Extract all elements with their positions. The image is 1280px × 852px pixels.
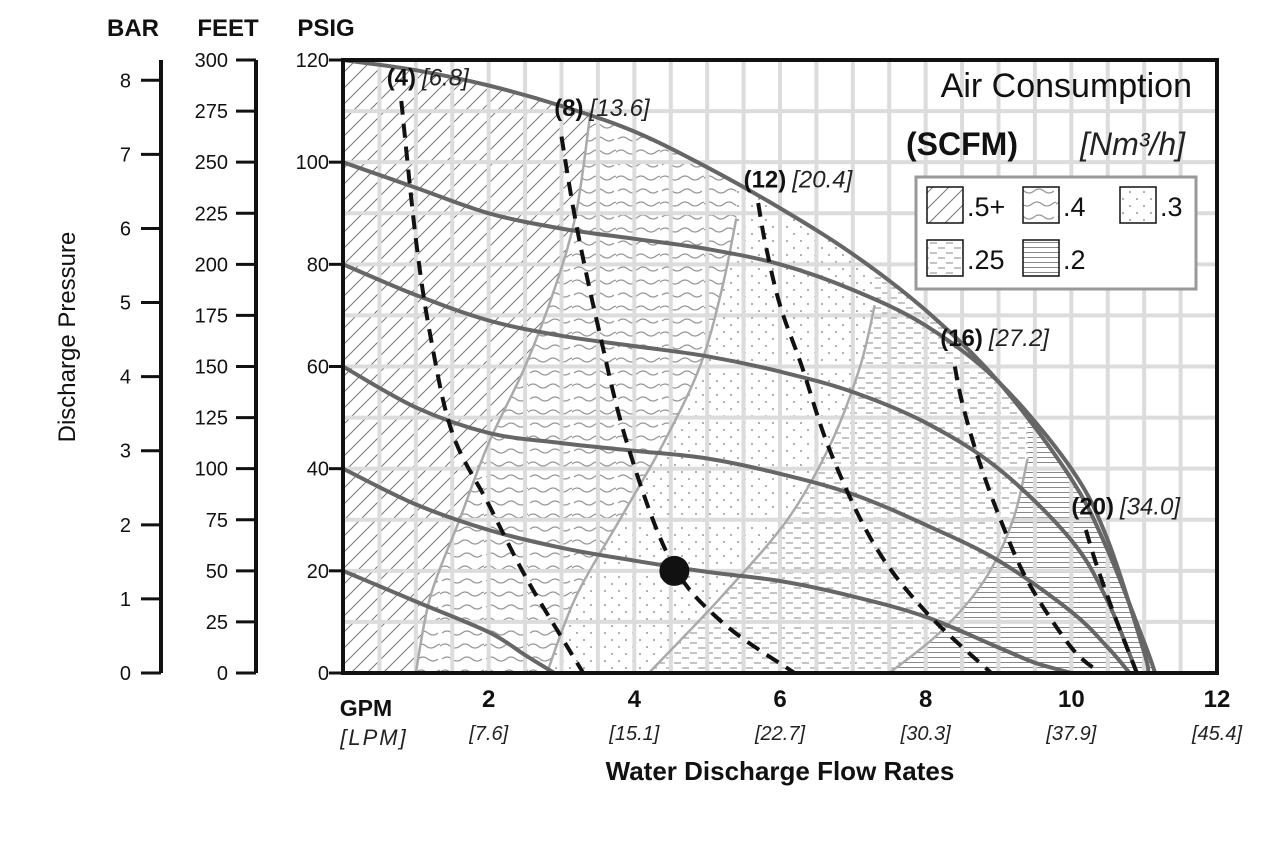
air-consumption-curves — [399, 100, 1139, 673]
pressure-curve-80 — [343, 262, 1139, 673]
bar-tick-label: 3 — [120, 441, 131, 463]
legend-swatch-.5+ — [926, 186, 964, 224]
pressure-curves — [343, 60, 1157, 673]
psig-tick-label: 0 — [318, 663, 329, 685]
feet-tick-label: 175 — [195, 305, 228, 327]
air-curve-label: (16) [27.2] — [940, 325, 1050, 352]
psig-axis-ticks: 0 20 40 60 80 100 120 — [296, 50, 343, 685]
air-curve-(8) — [559, 136, 796, 673]
psig-axis-header: PSIG — [297, 15, 354, 42]
efficiency-zones — [343, 60, 1217, 673]
legend-label: .3 — [1160, 192, 1183, 222]
chart-title: Air Consumption — [941, 67, 1192, 105]
pressure-curve-40 — [343, 466, 1072, 673]
x-tick-metric-label: [15.1] — [608, 723, 659, 745]
bar-tick-label: 4 — [120, 367, 131, 389]
legend-title: (SCFM) — [906, 126, 1018, 162]
x-tick-label: 12 — [1204, 686, 1231, 713]
feet-axis-ticks: 0 25 50 75 100 125 150 175 200 225 250 275 300 — [195, 50, 256, 685]
legend-label: .2 — [1063, 245, 1086, 275]
feet-axis-header: FEET — [197, 15, 259, 42]
operating-point-marker — [659, 555, 690, 586]
feet-tick-label: 150 — [195, 357, 228, 379]
psig-tick-label: 120 — [296, 50, 329, 72]
air-curve-(20) — [1083, 529, 1139, 673]
x-tick-metric-label: [30.3] — [900, 723, 951, 745]
x-tick-label: 8 — [919, 686, 932, 713]
x-axis-ticks: 2 [7.6] 4 [15.1] 6 [22.7] 8 [30.3] 10 [37.9] 12 [45… — [468, 686, 1242, 745]
bar-tick-label: 5 — [120, 293, 131, 315]
pressure-curve-120 — [343, 60, 1157, 673]
legend-swatch-.2 — [1022, 239, 1060, 277]
zone-boundary-.3 — [647, 304, 876, 673]
air-curve-(4) — [399, 100, 586, 673]
bar-axis-header: BAR — [107, 15, 159, 42]
zone-boundary-.4 — [545, 218, 738, 673]
bar-tick-label: 7 — [120, 144, 131, 166]
x-unit-metric-label: [LPM] — [339, 725, 407, 750]
bar-axis-ticks: 0 1 2 3 4 5 6 7 8 — [120, 70, 161, 685]
pressure-curve-60 — [343, 364, 1132, 673]
air-curve-label: (4) [6.8] — [387, 65, 470, 92]
feet-tick-label: 0 — [217, 663, 228, 685]
legend-title-metric: [Nm³/h] — [1079, 126, 1186, 162]
y-axis-title: Discharge Pressure — [54, 232, 81, 443]
legend-label: .25 — [967, 245, 1005, 275]
legend-swatch-.4 — [1022, 186, 1060, 224]
bar-tick-label: 2 — [120, 515, 131, 537]
psig-tick-label: 100 — [296, 152, 329, 174]
legend-swatch-.3 — [1119, 186, 1157, 224]
efficiency-zone-boundaries — [414, 110, 1029, 673]
air-curve-(16) — [952, 366, 1102, 673]
x-tick-label: 6 — [773, 686, 786, 713]
x-unit-label: GPM — [340, 695, 392, 721]
x-tick-label: 4 — [628, 686, 642, 713]
legend-label: .4 — [1063, 192, 1086, 222]
feet-tick-label: 250 — [195, 152, 228, 174]
feet-tick-label: 125 — [195, 408, 228, 430]
x-tick-label: 10 — [1058, 686, 1085, 713]
legend: .5+ .4 .3 .25 .2 — [914, 175, 1198, 291]
x-tick-label: 2 — [482, 686, 495, 713]
air-curve-label: (8) [13.6] — [554, 95, 651, 122]
feet-tick-label: 50 — [206, 561, 228, 583]
x-axis-title: Water Discharge Flow Rates — [606, 756, 955, 786]
feet-tick-label: 100 — [195, 459, 228, 481]
feet-tick-label: 75 — [206, 510, 228, 532]
air-consumption-labels: (4) [6.8] (8) [13.6] (12) [20.4] (16) [27.2] (20… — [387, 65, 1182, 521]
bar-tick-label: 6 — [120, 218, 131, 240]
x-tick-metric-label: [22.7] — [754, 723, 805, 745]
feet-tick-label: 300 — [195, 50, 228, 72]
bar-tick-label: 0 — [120, 663, 131, 685]
bar-tick-label: 1 — [120, 589, 131, 611]
psig-tick-label: 60 — [307, 357, 329, 379]
air-curve-label: (12) [20.4] — [744, 167, 854, 194]
zone-boundary-.25 — [888, 458, 1029, 673]
feet-tick-label: 25 — [206, 612, 228, 634]
x-tick-metric-label: [37.9] — [1045, 723, 1096, 745]
x-tick-metric-label: [45.4] — [1191, 723, 1242, 745]
operating-point — [659, 555, 690, 586]
air-curve-label: (20) [34.0] — [1071, 494, 1181, 521]
legend-label: .5+ — [967, 192, 1005, 222]
pressure-curve-100 — [343, 160, 1151, 673]
x-tick-metric-label: [7.6] — [468, 723, 508, 745]
psig-tick-label: 20 — [307, 561, 329, 583]
legend-swatch-.25 — [926, 239, 964, 277]
air-curve-(12) — [756, 202, 993, 673]
feet-tick-label: 275 — [195, 101, 228, 123]
feet-tick-label: 225 — [195, 203, 228, 225]
psig-tick-label: 40 — [307, 459, 329, 481]
psig-tick-label: 80 — [307, 254, 329, 276]
pressure-curve-20 — [343, 568, 556, 673]
feet-tick-label: 200 — [195, 254, 228, 276]
bar-tick-label: 8 — [120, 70, 131, 92]
